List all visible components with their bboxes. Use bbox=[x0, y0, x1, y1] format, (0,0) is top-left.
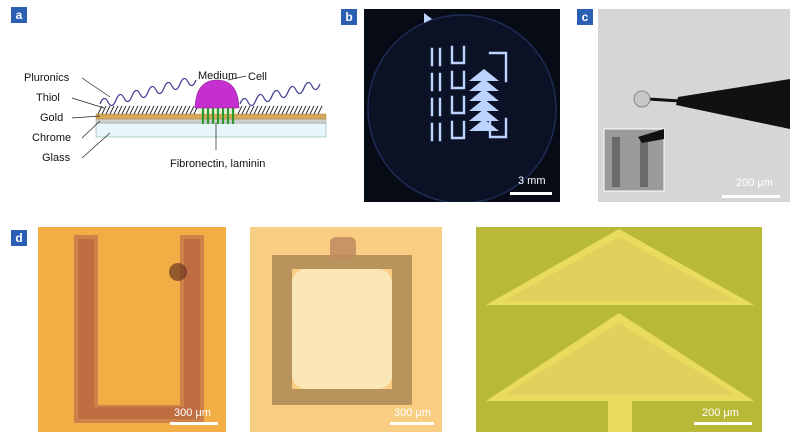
scale-label-d1: 300 μm bbox=[174, 407, 211, 419]
micrograph-c: 200 μm bbox=[598, 9, 790, 202]
panel-label-a: a bbox=[11, 7, 27, 23]
scale-bar-d2 bbox=[390, 422, 434, 425]
scale-label-b: 3 mm bbox=[518, 175, 546, 187]
label-fibronectin: Fibronectin, laminin bbox=[170, 158, 265, 170]
scale-label-d2: 300 μm bbox=[394, 407, 431, 419]
label-thiol: Thiol bbox=[36, 92, 60, 104]
label-cell: Cell bbox=[248, 71, 267, 83]
pattern-array bbox=[367, 13, 557, 202]
fibronectin-region bbox=[198, 108, 236, 124]
label-chrome: Chrome bbox=[32, 132, 71, 144]
scale-bar-d3 bbox=[694, 422, 752, 425]
cell-shape bbox=[194, 79, 240, 109]
scale-label-c: 200 μm bbox=[736, 177, 773, 189]
panel-label-b: b bbox=[341, 9, 357, 25]
micrograph-d1: 300 μm bbox=[38, 227, 226, 432]
label-gold: Gold bbox=[40, 112, 63, 124]
pluronics-layer bbox=[99, 77, 321, 107]
u-pattern bbox=[38, 227, 226, 432]
thiol-layer bbox=[97, 105, 323, 115]
gold-layer bbox=[95, 113, 327, 120]
scale-bar-c bbox=[722, 195, 780, 198]
triangle-pattern bbox=[476, 227, 762, 432]
scale-label-d3: 200 μm bbox=[702, 407, 739, 419]
panel-label-c: c bbox=[577, 9, 593, 25]
scale-bar-d1 bbox=[170, 422, 218, 425]
pipette-image bbox=[598, 9, 790, 202]
scale-bar-b bbox=[510, 192, 552, 195]
glass-layer bbox=[95, 122, 327, 138]
label-glass: Glass bbox=[42, 152, 71, 164]
panel-label-d: d bbox=[11, 230, 27, 246]
micrograph-d3: 200 μm bbox=[476, 227, 762, 432]
chrome-layer bbox=[95, 118, 327, 124]
label-pluronics: Pluronics bbox=[24, 72, 70, 84]
substrate-schematic: Pluronics Thiol Gold Chrome Glass Medium… bbox=[24, 70, 327, 170]
pipette bbox=[676, 79, 790, 129]
micrograph-b: 3 mm bbox=[364, 9, 560, 202]
micrograph-d2: 300 μm bbox=[250, 227, 442, 432]
label-medium: Medium bbox=[198, 70, 237, 82]
frame-pattern bbox=[250, 227, 442, 432]
